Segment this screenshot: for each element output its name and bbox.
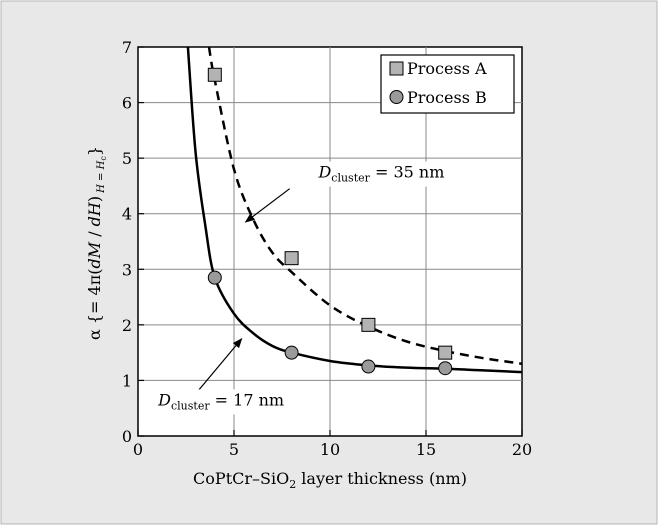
y-axis-label-dh: dH — [85, 201, 104, 226]
annotation-label-0: Dcluster = 35 nm — [317, 163, 444, 185]
y-axis-label-sub-h: H — [96, 184, 107, 194]
y-tick-label-0: 0 — [122, 427, 132, 446]
y-axis-label-pre: α {= 4π( — [85, 269, 104, 341]
legend-label-process-a: Process A — [407, 59, 487, 78]
legend: Process A Process B — [380, 54, 515, 114]
x-tick-label-2: 10 — [320, 440, 340, 459]
x-tick-label-0: 0 — [133, 440, 143, 459]
point-process-a-2 — [361, 317, 376, 332]
x-tick-label-3: 15 — [416, 440, 436, 459]
y-tick-label-3: 3 — [122, 260, 132, 279]
annotation-d-0: D — [317, 163, 331, 182]
legend-label-process-b: Process B — [407, 88, 487, 107]
point-process-a-0 — [207, 67, 222, 82]
y-axis-label-dm: dM — [85, 241, 104, 268]
annotation-arrow-0 — [244, 188, 291, 223]
y-tick-label-5: 5 — [122, 149, 132, 168]
annotation-sub-1: cluster — [171, 399, 210, 412]
y-axis-label: α {= 4π(dM / dH) H = Hc} — [85, 146, 108, 340]
annotation-label-1: Dcluster = 17 nm — [157, 390, 284, 412]
annotation-bg-1 — [154, 389, 288, 415]
ticks — [137, 46, 523, 437]
annotation-value-0: = 35 nm — [370, 163, 445, 182]
y-axis-label-sub-eq: = — [96, 169, 107, 184]
x-axis-label-rest: layer thickness (nm) — [296, 469, 467, 488]
tick-labels: 0 5 10 15 20 0 1 2 3 4 5 6 7 — [122, 38, 532, 459]
point-process-b-1 — [284, 345, 299, 360]
y-tick-label-6: 6 — [122, 94, 132, 113]
point-process-b-0 — [207, 270, 222, 285]
annotation-value-1: = 17 nm — [210, 390, 285, 409]
point-process-a-1 — [284, 251, 299, 266]
annotation-arrow-1 — [197, 337, 243, 392]
annotation-bg-0 — [314, 161, 448, 187]
y-axis-label-end: } — [85, 146, 104, 156]
point-process-a-3 — [438, 345, 453, 360]
data-points — [207, 67, 453, 376]
x-axis-label: CoPtCr–SiO2 layer thickness (nm) — [193, 469, 467, 491]
annotation-sub-0: cluster — [331, 172, 370, 185]
y-tick-label-4: 4 — [122, 205, 132, 224]
y-axis-label-close: ) — [85, 196, 104, 202]
x-axis-label-main: CoPtCr–SiO — [193, 469, 289, 488]
point-process-b-2 — [361, 359, 376, 374]
y-axis-label-sub-hc: H — [96, 160, 107, 170]
x-tick-label-4: 20 — [512, 440, 532, 459]
legend-marker-process-a — [389, 61, 404, 76]
y-tick-label-7: 7 — [122, 38, 132, 57]
x-tick-label-1: 5 — [229, 440, 239, 459]
x-axis-label-subscript: 2 — [289, 478, 296, 491]
y-tick-label-1: 1 — [122, 371, 132, 390]
legend-marker-process-b — [389, 90, 404, 104]
point-process-b-3 — [438, 361, 453, 376]
y-axis-label-sub-c: c — [99, 156, 108, 161]
y-tick-label-2: 2 — [122, 316, 132, 335]
annotation-d-1: D — [157, 390, 171, 409]
y-axis-label-slash: / — [85, 226, 104, 242]
